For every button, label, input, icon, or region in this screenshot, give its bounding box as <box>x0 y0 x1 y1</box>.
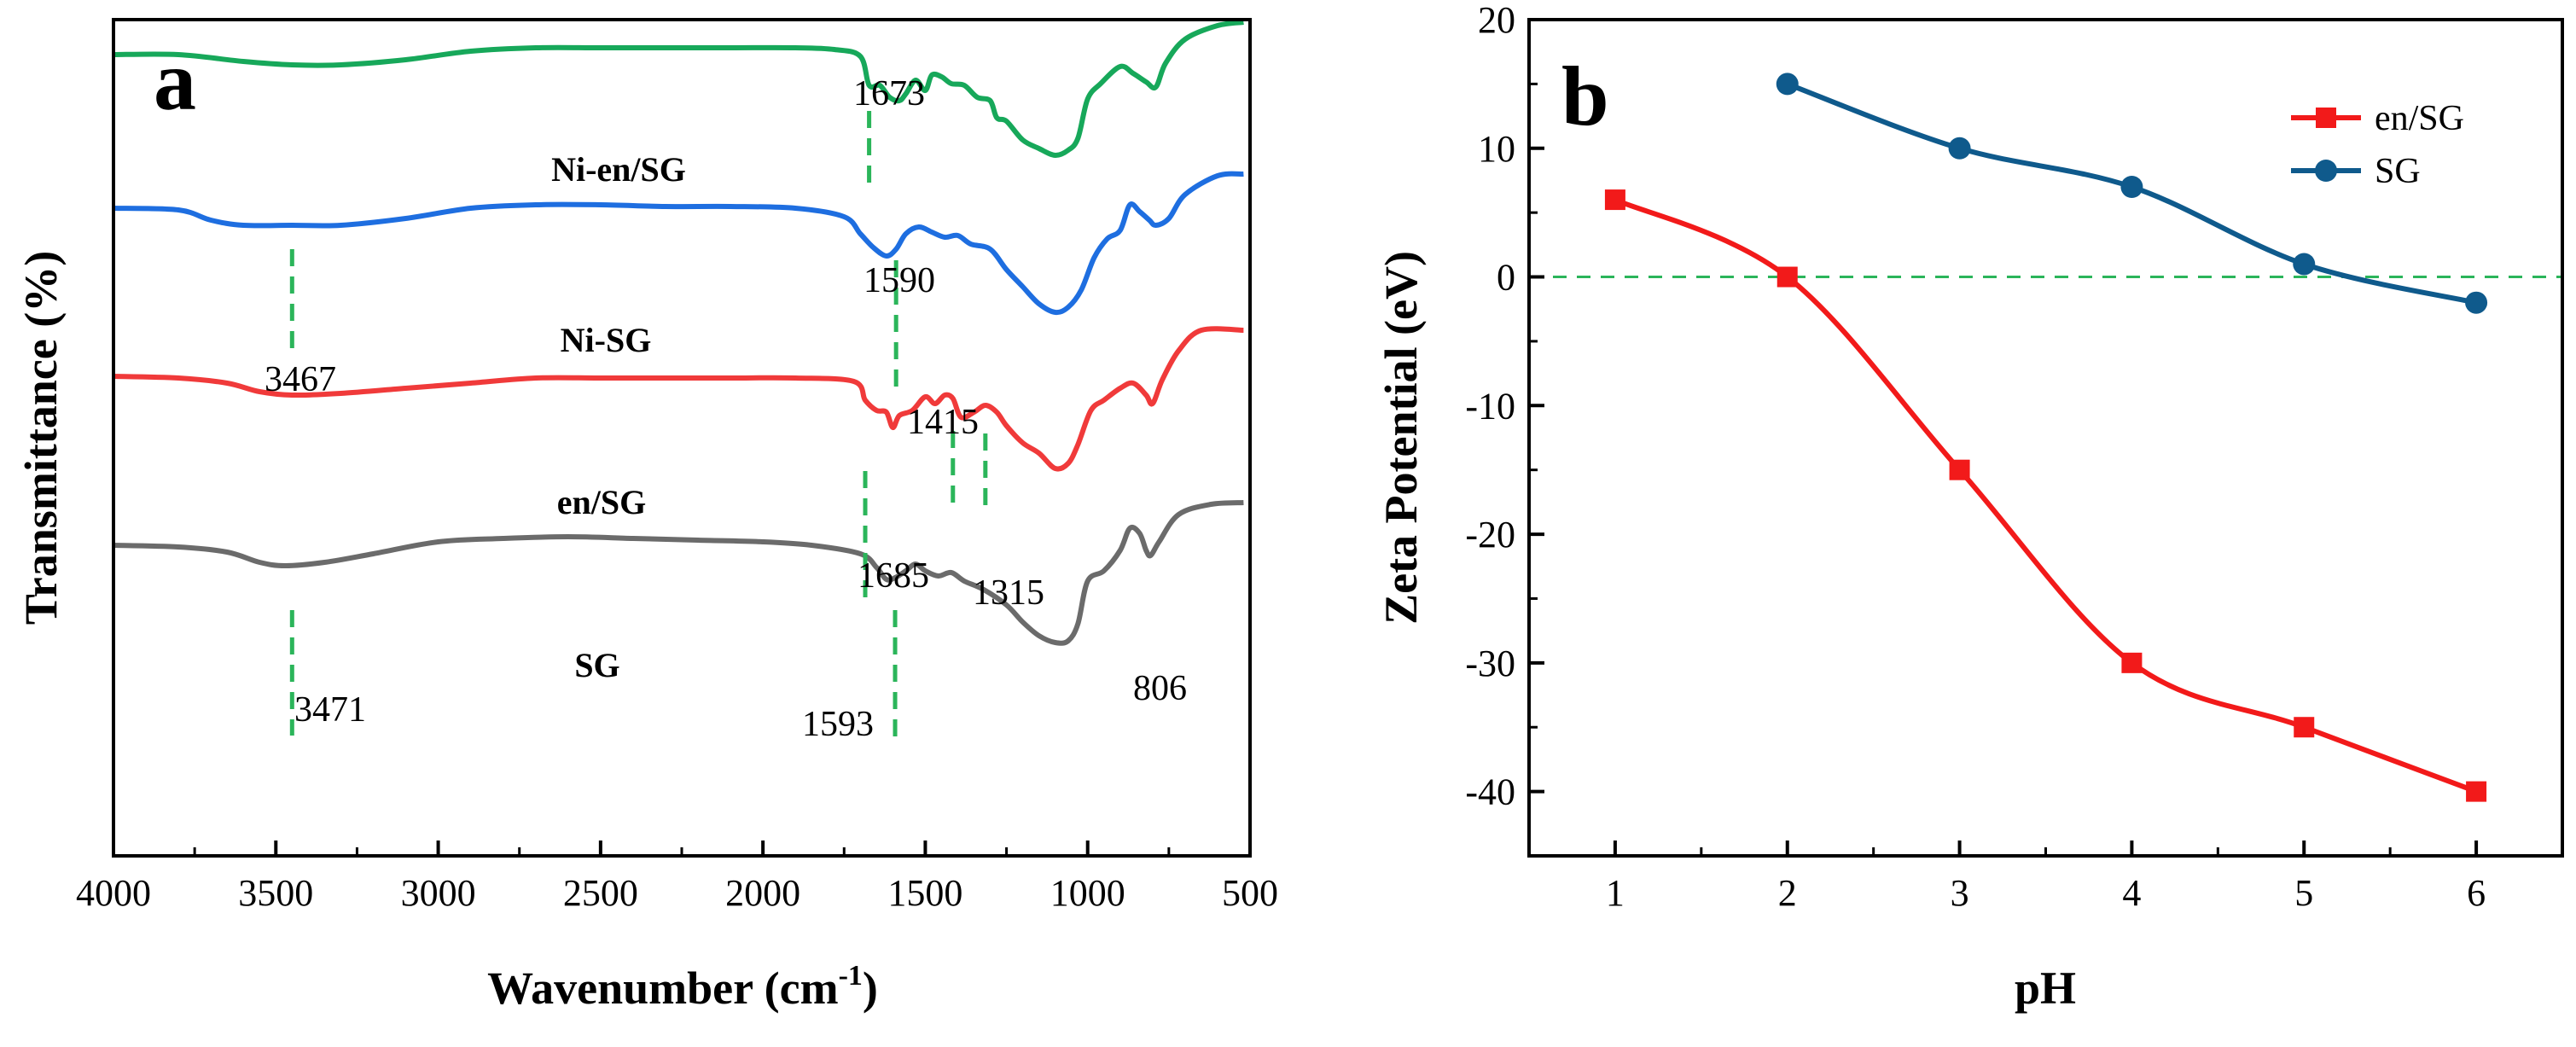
series-label: Ni-en/SG <box>551 150 686 189</box>
x-tick-label: 2000 <box>725 872 800 914</box>
peak-annotation-layer: 1673 1590 3467 1415 1685 1315 3471 1593 806 <box>265 74 1187 744</box>
legend-label: en/SG <box>2375 99 2464 138</box>
panel-a-letter: a <box>154 33 196 128</box>
panel-b-tick-layer: 1 2 3 4 5 6 20 10 0 -10 -20 -30 -40 <box>1465 0 2486 914</box>
data-point-circle <box>1776 73 1799 96</box>
x-tick-label: 2 <box>1778 872 1797 914</box>
panel-a-y-axis-title: Transmittance (%) <box>15 251 67 625</box>
x-axis-title-superscript: -1 <box>839 960 863 992</box>
panel-b-zeta-chart: 1 2 3 4 5 6 20 10 0 -10 -20 -30 -40 b Zeta Potential… <box>1375 0 2564 1014</box>
data-point-circle <box>1948 137 1971 160</box>
ftir-series-line <box>113 20 1244 159</box>
data-point-square <box>2294 717 2315 738</box>
legend: en/SG SG <box>2291 99 2464 191</box>
peak-annotation-label: 3471 <box>294 690 366 730</box>
x-axis-title-main: Wavenumber (cm <box>487 963 838 1014</box>
ftir-series-layer: Ni-en/SG Ni-SG en/SG SG <box>113 20 1244 684</box>
x-axis-title-close: ) <box>863 963 878 1014</box>
y-tick-label: -40 <box>1465 771 1515 813</box>
x-tick-label: 6 <box>2467 872 2486 914</box>
y-tick-label: -10 <box>1465 385 1515 427</box>
panel-a-x-axis-title: Wavenumber (cm-1) <box>487 960 878 1014</box>
x-tick-label: 3000 <box>401 872 476 914</box>
peak-annotation-label: 3467 <box>265 360 336 399</box>
data-point-circle <box>2465 291 2488 314</box>
y-tick-label: -20 <box>1465 514 1515 555</box>
peak-annotation-label: 1685 <box>858 556 929 596</box>
peak-annotation-label: 1315 <box>973 573 1044 613</box>
data-point-circle <box>2293 253 2316 276</box>
x-tick-label: 3 <box>1951 872 1969 914</box>
x-tick-label: 1000 <box>1050 872 1125 914</box>
x-tick-label: 5 <box>2294 872 2313 914</box>
ftir-series-line <box>113 171 1244 316</box>
legend-marker-circle <box>2315 160 2337 182</box>
x-tick-label: 1 <box>1606 872 1625 914</box>
x-tick-label: 1500 <box>887 872 962 914</box>
ftir-series-line <box>113 500 1244 646</box>
data-point-square <box>1949 459 1970 480</box>
zeta-series-line <box>1614 197 2478 794</box>
x-tick-label: 4000 <box>76 872 151 914</box>
data-point-square <box>2466 781 2487 802</box>
x-tick-label: 4 <box>2122 872 2141 914</box>
panel-b-frame <box>1527 18 2564 858</box>
y-tick-label: 20 <box>1478 0 1515 41</box>
data-point-circle <box>2120 176 2143 198</box>
peak-annotation-label: 1673 <box>853 74 925 113</box>
series-label: Ni-SG <box>561 321 652 359</box>
panel-b-letter: b <box>1561 49 1609 143</box>
zeta-series-layer <box>1604 73 2488 802</box>
panel-b-x-axis-title: pH <box>2015 963 2076 1014</box>
data-point-square <box>2121 652 2143 673</box>
peak-annotation-label: 1415 <box>907 403 979 442</box>
ftir-series-line <box>113 326 1244 472</box>
legend-marker-square <box>2316 108 2336 128</box>
legend-label: SG <box>2375 152 2421 191</box>
peak-annotation-label: 806 <box>1133 669 1187 708</box>
panel-b-y-axis-title: Zeta Potential (eV) <box>1375 251 1427 625</box>
data-point-square <box>1776 266 1798 288</box>
panel-a-ftir-chart: Ni-en/SG Ni-SG en/SG SG 1673 1590 3467 1415 168… <box>15 18 1278 1014</box>
y-tick-label: 0 <box>1497 257 1515 299</box>
x-tick-label: 3500 <box>238 872 313 914</box>
x-tick-label: 500 <box>1222 872 1278 914</box>
series-label: en/SG <box>557 483 646 521</box>
data-point-square <box>1604 189 1625 211</box>
peak-annotation-label: 1590 <box>864 261 935 300</box>
series-label: SG <box>574 646 619 684</box>
x-tick-label: 2500 <box>563 872 638 914</box>
y-tick-label: 10 <box>1478 128 1515 170</box>
y-tick-label: -30 <box>1465 643 1515 684</box>
panel-a-tick-layer: 4000 3500 3000 2500 2000 1500 1000 500 <box>76 841 1278 914</box>
peak-annotation-label: 1593 <box>802 705 874 744</box>
